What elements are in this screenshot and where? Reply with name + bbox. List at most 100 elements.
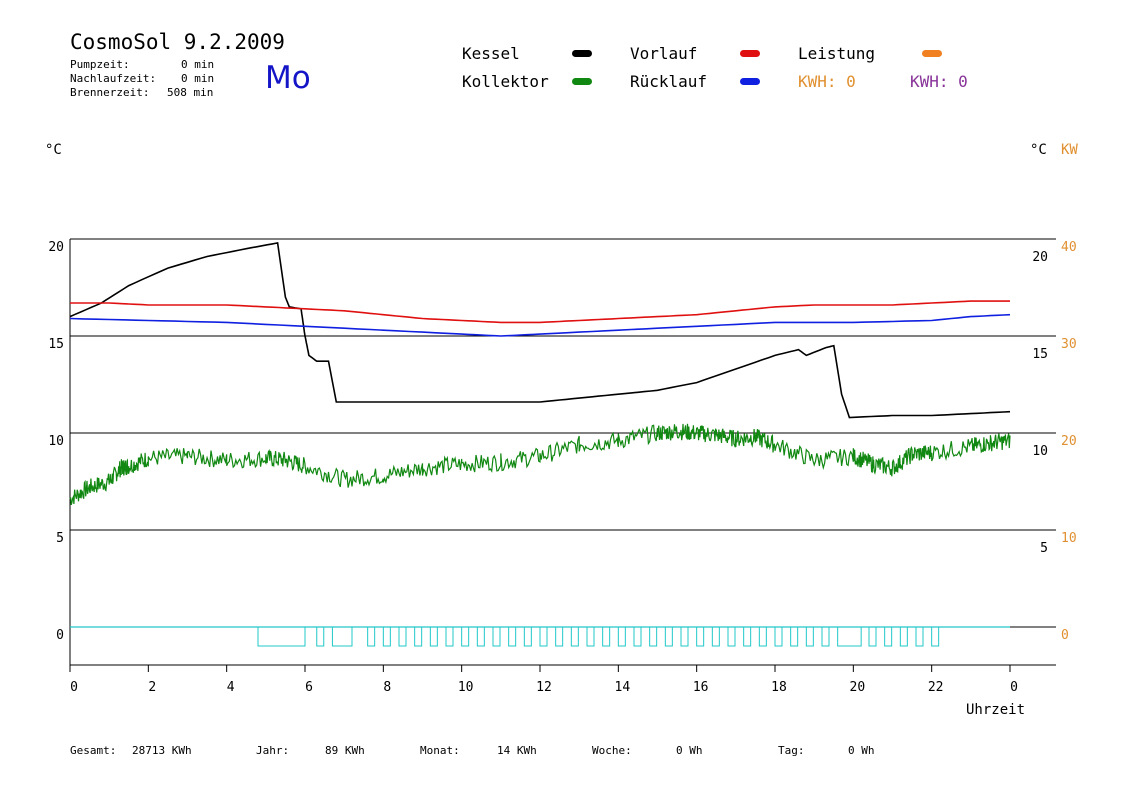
y-kw-tick-20: 20 <box>1061 434 1077 449</box>
right-axis-unit-kw: KW <box>1061 142 1078 158</box>
pump-pulse-small-19 <box>649 626 658 647</box>
pump-pulse-small-32 <box>884 626 893 647</box>
x-tick-2: 4 <box>227 680 235 695</box>
series-kollektor <box>69 423 1011 506</box>
pump-pulse-small-25 <box>743 626 752 647</box>
legend-vorlauf: Vorlauf <box>630 44 698 63</box>
pump-pulse-small-23 <box>711 626 720 647</box>
pump-pulse-small-33 <box>899 626 908 647</box>
y-kw-tick-10: 10 <box>1061 531 1077 546</box>
pump-pulse-small-28 <box>790 626 799 647</box>
series-ruecklauf <box>69 313 1011 337</box>
x-tick-11: 22 <box>928 680 944 695</box>
pump-pulse-small-15 <box>586 626 595 647</box>
pump-pulse-small-8 <box>476 626 485 647</box>
footer-jahr-value: 89 KWh <box>325 744 365 757</box>
pump-pulse-small-6 <box>445 626 454 647</box>
footer-gesamt-value: 28713 KWh <box>132 744 192 757</box>
footer-woche-value: 0 Wh <box>676 744 703 757</box>
footer-tag-value: 0 Wh <box>848 744 875 757</box>
y-kw-tick-30: 30 <box>1061 337 1077 352</box>
y-left-tick-15: 15 <box>48 337 64 352</box>
y-kw-tick-0: 0 <box>1061 628 1069 643</box>
footer-jahr-label: Jahr: <box>256 744 290 757</box>
pump-pulse-small-3 <box>398 626 407 647</box>
pump-pulse-small-29 <box>805 626 814 647</box>
y-kw-tick-40: 40 <box>1061 240 1077 255</box>
x-tick-6: 12 <box>536 680 552 695</box>
pump-pulse-small-1 <box>367 626 376 647</box>
legend-kwh-purple: KWH: 0 <box>910 72 968 91</box>
pump-pulse-small-26 <box>758 626 767 647</box>
footer-monat-label: Monat: <box>420 744 460 757</box>
pump-pulse-0 <box>257 626 306 647</box>
pump-pulse-2 <box>837 626 862 647</box>
y-right-tick-10: 10 <box>1032 444 1048 459</box>
pump-pulse-small-35 <box>931 626 940 647</box>
pump-pulse-small-30 <box>821 626 830 647</box>
footer-monat-value: 14 KWh <box>497 744 537 757</box>
legend-leistung-swatch <box>922 50 942 57</box>
pump-pulse-1 <box>331 626 353 647</box>
stat-nachlaufzeit-label: Nachlaufzeit: <box>70 72 157 85</box>
x-tick-12: 0 <box>1010 680 1018 695</box>
chart-title: CosmoSol 9.2.2009 <box>70 30 285 54</box>
pump-pulse-small-7 <box>461 626 470 647</box>
pump-pulse-small-12 <box>539 626 548 647</box>
x-tick-0: 0 <box>70 680 78 695</box>
pump-pulse-small-5 <box>429 626 438 647</box>
y-left-tick-0: 0 <box>56 628 64 643</box>
y-left-tick-20: 20 <box>48 240 64 255</box>
day-label: Mo <box>265 60 311 96</box>
legend-vorlauf-swatch <box>740 50 760 57</box>
pump-pulse-small-0 <box>316 626 325 647</box>
x-tick-1: 2 <box>148 680 156 695</box>
right-axis-unit: °C <box>1030 142 1047 158</box>
pump-pulse-small-14 <box>570 626 579 647</box>
legend-kwh-orange: KWH: 0 <box>798 72 856 91</box>
x-tick-9: 18 <box>771 680 787 695</box>
stat-nachlaufzeit-value: 0 min <box>181 72 215 85</box>
x-tick-3: 6 <box>305 680 313 695</box>
x-tick-7: 14 <box>615 680 631 695</box>
pump-pulse-small-18 <box>633 626 642 647</box>
series-kessel <box>69 241 1011 419</box>
footer-woche-label: Woche: <box>592 744 632 757</box>
y-right-tick-5: 5 <box>1040 541 1048 556</box>
pump-pulse-small-2 <box>382 626 391 647</box>
pump-pulse-small-4 <box>414 626 423 647</box>
pump-pulse-small-27 <box>774 626 783 647</box>
legend-kollektor: Kollektor <box>462 72 549 91</box>
stat-brennerzeit-value: 508 min <box>167 86 214 99</box>
y-right-tick-15: 15 <box>1032 347 1048 362</box>
x-tick-10: 20 <box>850 680 866 695</box>
pump-pulse-small-31 <box>868 626 877 647</box>
series-vorlauf <box>70 300 1010 324</box>
footer-tag-label: Tag: <box>778 744 805 757</box>
x-tick-4: 8 <box>383 680 391 695</box>
stat-brennerzeit-label: Brennerzeit: <box>70 86 150 99</box>
legend-kessel: Kessel <box>462 44 520 63</box>
pump-pulse-small-21 <box>680 626 689 647</box>
pump-pulse-small-34 <box>915 626 924 647</box>
left-axis-unit: °C <box>45 142 62 158</box>
legend-leistung: Leistung <box>798 44 876 63</box>
pump-pulse-small-22 <box>696 626 705 647</box>
stat-pumpzeit-value: 0 min <box>181 58 215 71</box>
legend-kollektor-swatch <box>572 78 592 85</box>
y-left-tick-5: 5 <box>56 531 64 546</box>
pump-pulse-small-16 <box>602 626 611 647</box>
legend-kessel-swatch <box>572 50 592 57</box>
legend-ruecklauf: Rücklauf <box>630 72 708 91</box>
legend-ruecklauf-swatch <box>740 78 760 85</box>
pump-pulse-small-9 <box>492 626 501 647</box>
pump-pulse-small-11 <box>523 626 532 647</box>
x-tick-5: 10 <box>458 680 474 695</box>
y-right-tick-20: 20 <box>1032 250 1048 265</box>
pump-pulse-small-20 <box>664 626 673 647</box>
y-left-tick-10: 10 <box>48 434 64 449</box>
x-tick-8: 16 <box>693 680 709 695</box>
x-axis-label: Uhrzeit <box>966 702 1026 718</box>
pump-pulse-small-10 <box>508 626 517 647</box>
